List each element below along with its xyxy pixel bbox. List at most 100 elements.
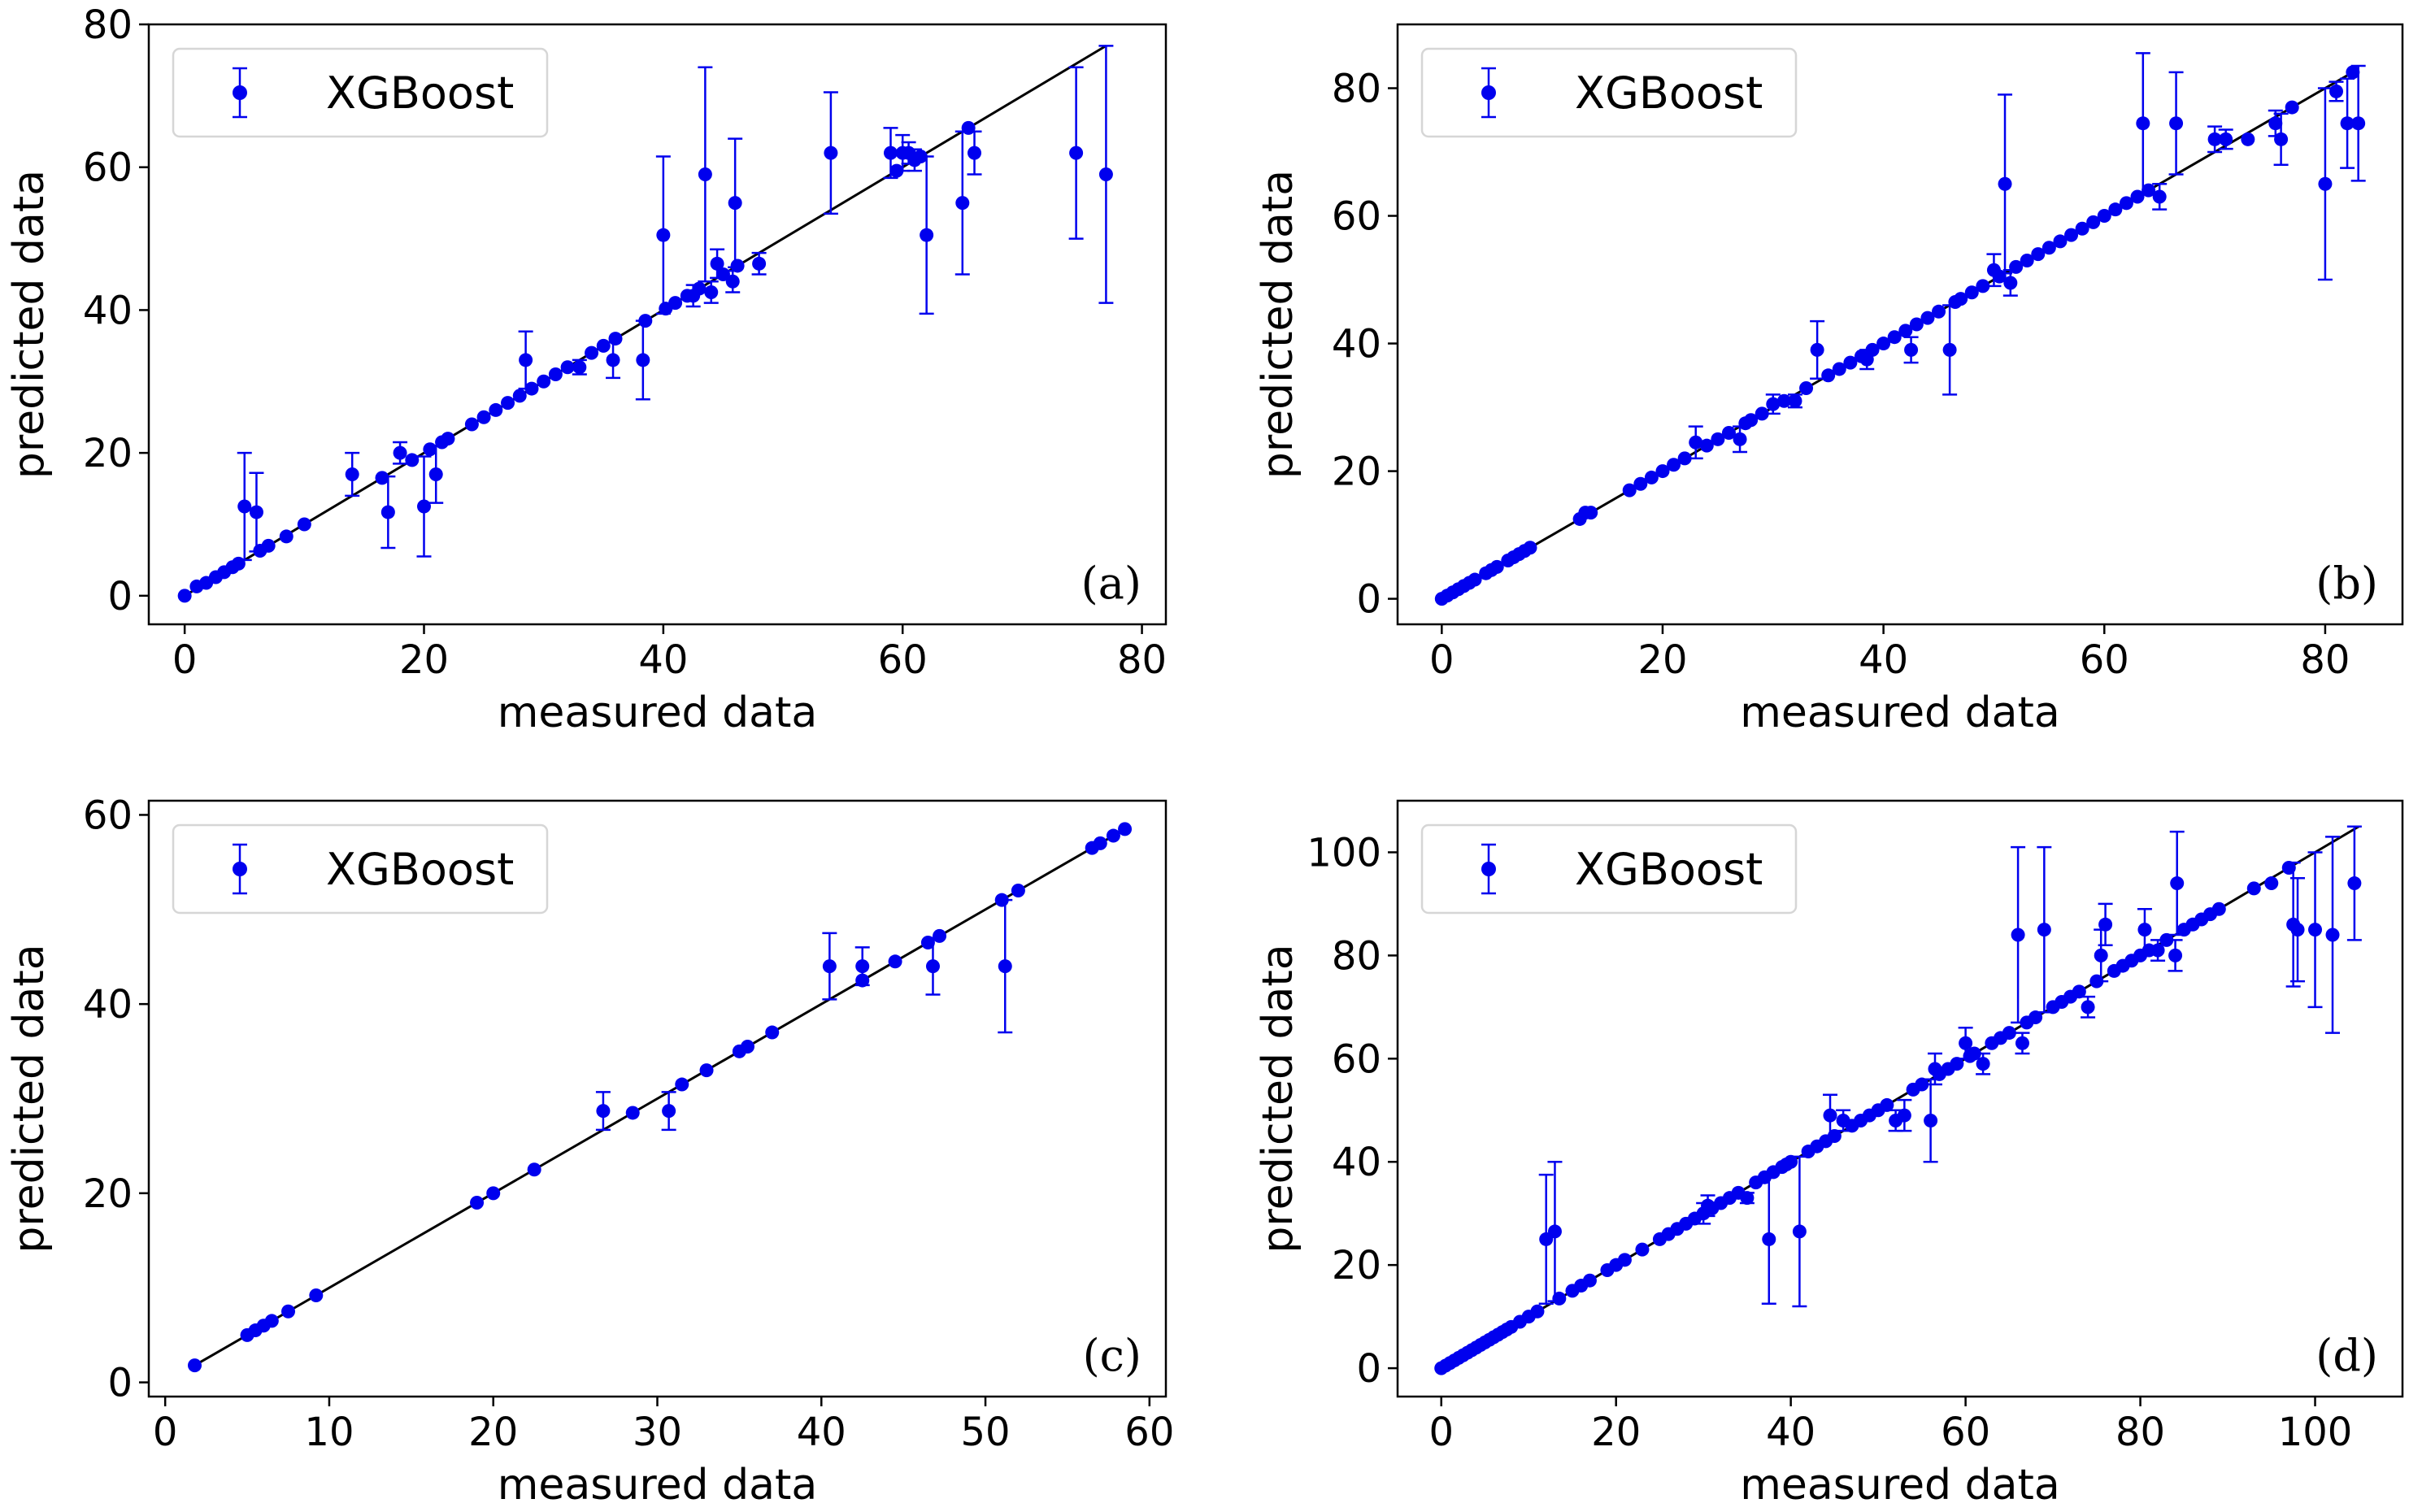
data-point — [1823, 1108, 1837, 1123]
data-point — [2020, 253, 2034, 267]
y-axis-label: predicted data — [1254, 944, 1302, 1253]
y-tick-label: 40 — [1332, 1140, 1381, 1185]
panel-label: (c) — [1083, 1330, 1141, 1381]
data-point — [855, 959, 870, 974]
data-point — [1489, 559, 1504, 574]
data-point — [1924, 1113, 1938, 1127]
data-point — [824, 146, 838, 160]
legend-label: XGBoost — [1575, 67, 1763, 119]
data-point — [2347, 876, 2362, 891]
data-point — [2346, 65, 2360, 80]
data-point — [2159, 932, 2174, 947]
data-point — [1998, 176, 2012, 191]
data-point — [585, 345, 599, 360]
data-point — [417, 499, 432, 514]
axes-frame — [147, 23, 1168, 626]
data-point — [1766, 397, 1781, 411]
data-point — [2009, 259, 2024, 274]
x-tick-label: 20 — [399, 637, 449, 683]
data-point — [2037, 923, 2051, 937]
data-point — [1582, 1273, 1597, 1288]
data-point — [405, 453, 420, 467]
data-point — [1633, 476, 1648, 491]
y-tick-label: 40 — [83, 288, 133, 333]
x-axis-label: measured data — [498, 1461, 817, 1510]
axes-frame — [1396, 799, 2404, 1398]
data-point — [2086, 215, 2101, 229]
x-tick-label: 50 — [961, 1410, 1011, 1455]
data-point — [668, 296, 683, 311]
data-point — [1865, 342, 1880, 357]
data-point — [1821, 368, 1836, 383]
data-point — [2003, 276, 2018, 290]
data-point — [1547, 1224, 1562, 1239]
data-point — [489, 402, 503, 417]
data-point — [2264, 876, 2279, 891]
data-point — [264, 1314, 279, 1328]
data-point — [2207, 132, 2222, 146]
legend-marker — [233, 862, 247, 876]
data-point — [2142, 183, 2156, 198]
data-point — [2211, 902, 2226, 916]
data-point — [548, 367, 563, 381]
data-point — [822, 959, 837, 974]
x-tick-label: 10 — [304, 1410, 354, 1455]
data-point — [606, 353, 620, 367]
data-point — [2152, 189, 2167, 204]
data-point — [704, 285, 719, 299]
data-point — [380, 505, 395, 519]
data-point — [955, 196, 970, 211]
data-point — [1093, 836, 1107, 850]
data-point — [883, 146, 898, 160]
data-point — [279, 529, 294, 544]
data-point — [920, 936, 935, 950]
data-point — [1776, 393, 1791, 408]
y-tick-label: 0 — [107, 574, 133, 619]
x-tick-label: 20 — [468, 1410, 518, 1455]
data-point — [888, 954, 902, 969]
data-point — [1733, 432, 1747, 446]
data-point — [249, 505, 263, 519]
data-point — [967, 146, 982, 160]
data-point — [1644, 470, 1659, 484]
x-axis-label: measured data — [1740, 689, 2059, 737]
data-point — [1799, 381, 1814, 396]
data-point — [1667, 458, 1681, 472]
y-tick-label: 0 — [1356, 1346, 1381, 1392]
data-point — [2081, 1000, 2095, 1015]
data-point — [1677, 451, 1692, 466]
panel-label: (b) — [2315, 558, 2378, 609]
data-point — [2318, 176, 2333, 191]
data-point — [765, 1025, 780, 1040]
data-point — [470, 1195, 485, 1210]
data-point — [1904, 342, 1919, 357]
data-point — [698, 167, 712, 181]
data-point — [2150, 943, 2165, 958]
x-tick-label: 60 — [1124, 1410, 1174, 1455]
data-point — [2170, 876, 2185, 891]
y-tick-label: 40 — [1332, 322, 1381, 367]
y-tick-label: 80 — [1332, 933, 1381, 979]
data-point — [187, 1358, 202, 1373]
data-point — [1959, 1036, 1973, 1050]
data-point — [608, 332, 623, 346]
data-point — [2340, 116, 2355, 131]
data-point — [2351, 116, 2366, 131]
data-point — [2097, 209, 2111, 224]
data-point — [1721, 425, 1736, 440]
x-tick-label: 40 — [1766, 1410, 1815, 1455]
data-point — [2042, 241, 2056, 255]
x-tick-label: 80 — [2300, 637, 2350, 683]
data-point — [1755, 406, 1769, 421]
data-point — [636, 353, 650, 367]
y-axis-label: predicted data — [5, 170, 54, 479]
data-point — [2075, 221, 2089, 236]
data-point — [638, 314, 653, 328]
panel-d: 0 20 40 60 80 100 0 20 40 60 80 100 measured data pre… — [1254, 799, 2404, 1510]
data-point — [2053, 234, 2068, 249]
x-axis-label: measured data — [498, 689, 817, 737]
data-point — [2308, 923, 2323, 937]
data-point — [961, 120, 976, 135]
data-point — [699, 1063, 714, 1078]
